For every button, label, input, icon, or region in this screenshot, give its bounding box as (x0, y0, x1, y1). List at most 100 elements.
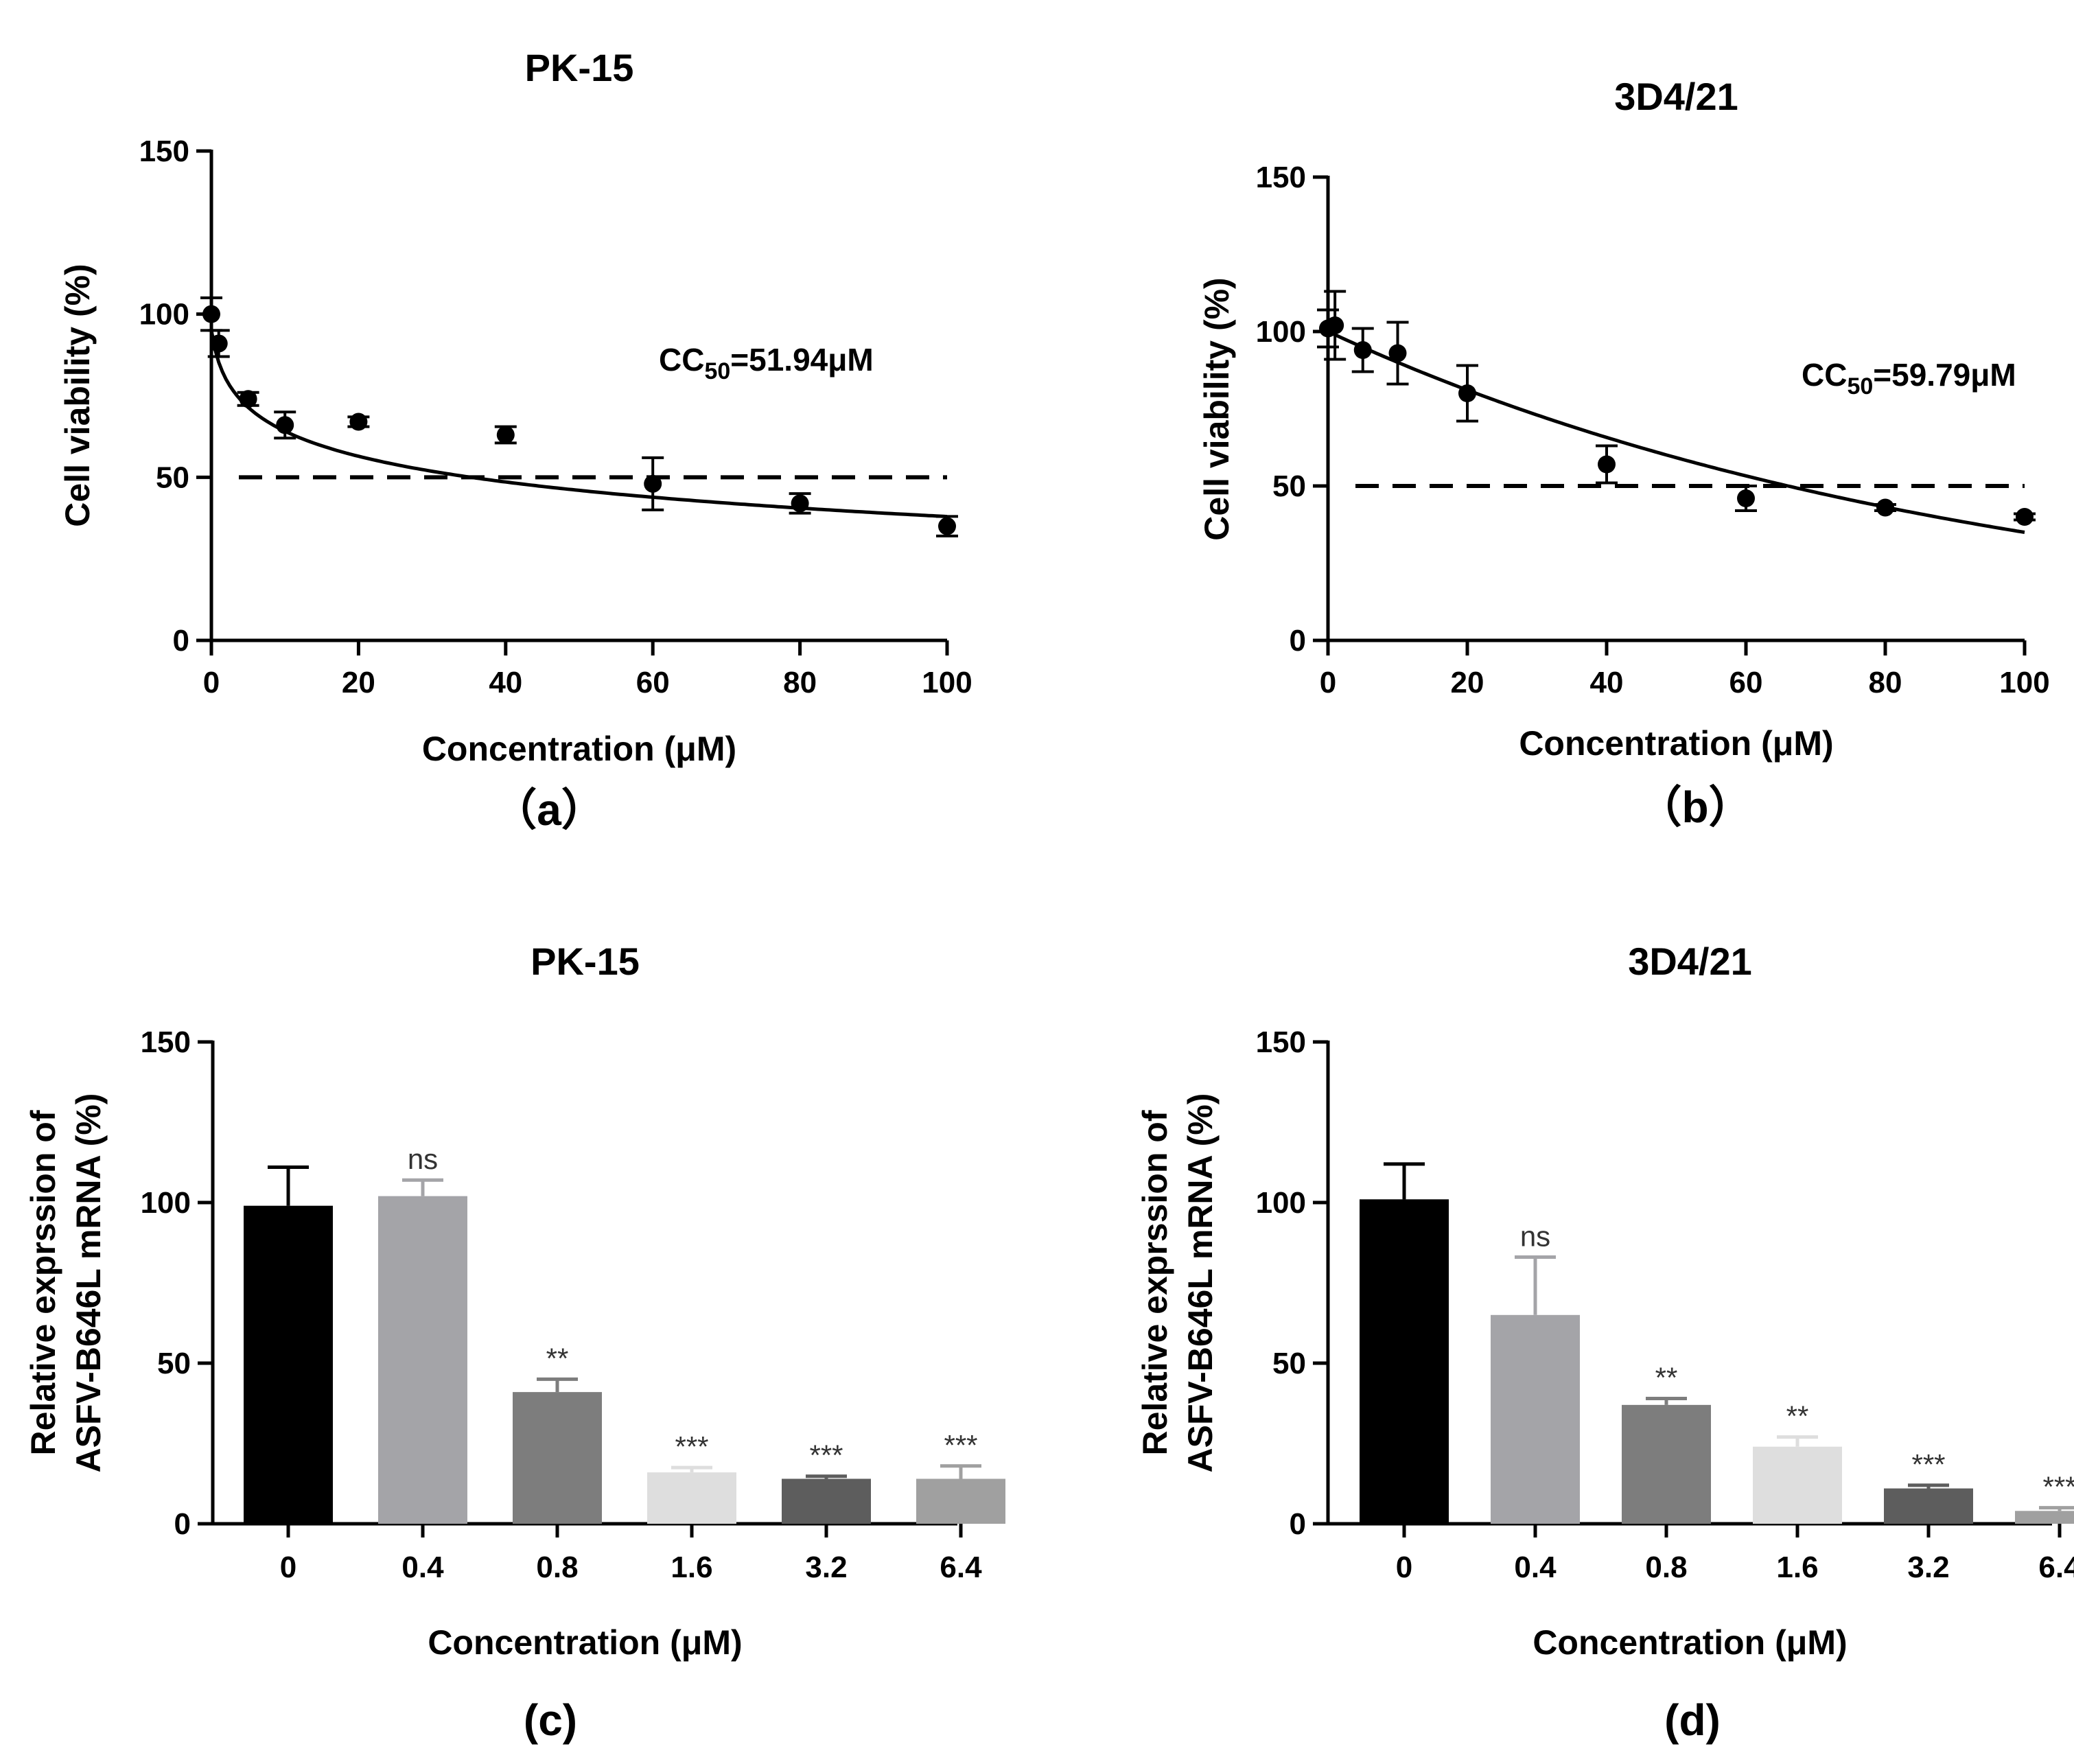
cc50-annotation: CC50=59.79μM (1802, 357, 2016, 399)
panel-c-mrna-expression-pk15: 0 50 100 150 PK-15 Concentration (μM) Relative… (24, 940, 1005, 1745)
y-tick-label: 150 (1256, 161, 1306, 194)
bar (1491, 1314, 1580, 1524)
x-tick-label: 20 (342, 666, 375, 699)
cc50-annotation-part: =59.79μM (1873, 357, 2016, 393)
bar (1622, 1404, 1711, 1524)
data-point (209, 334, 228, 353)
y-axis-label-line: Cell viability (%) (1198, 277, 1236, 540)
fit-curve (209, 329, 948, 519)
x-tick-label: 0 (1320, 666, 1336, 699)
y-tick-label: 50 (1272, 469, 1306, 503)
x-axis-label: Concentration (μM) (428, 1623, 742, 1662)
panel-d-mrna-expression-3d421: 0 50 100 150 3D4/21 Concentration (μM) Relativ… (1136, 940, 2074, 1745)
x-tick-label: 0 (203, 666, 220, 699)
x-tick-label: 40 (489, 666, 522, 699)
significance-label: ** (546, 1342, 569, 1374)
x-tick-label: 6.4 (940, 1551, 982, 1584)
x-tick-label: 1.6 (1776, 1551, 1818, 1584)
y-tick-label: 100 (141, 1186, 191, 1220)
bar (1884, 1488, 1973, 1524)
cc50-annotation-part: CC (659, 342, 704, 378)
significance-label: *** (809, 1439, 843, 1472)
significance-label: *** (675, 1430, 708, 1463)
y-tick-label: 50 (156, 461, 189, 494)
y-axis-label-line: Relative exprssion of (1136, 1110, 1174, 1455)
data-point (1388, 344, 1407, 362)
x-tick-label: 0.8 (536, 1551, 578, 1584)
bar (647, 1472, 736, 1524)
y-axis-label-line: ASFV-B646L mRNA (%) (69, 1093, 108, 1473)
x-tick-label: 0.8 (1645, 1551, 1687, 1584)
bar (378, 1196, 467, 1524)
x-tick-label: 3.2 (1907, 1551, 1949, 1584)
y-tick-label: 50 (1272, 1347, 1306, 1380)
significance-label: ** (1786, 1400, 1809, 1432)
data-point (496, 426, 515, 444)
x-tick-label: 3.2 (805, 1551, 847, 1584)
data-point (791, 494, 809, 513)
y-axis-label: Cell viability (%) (58, 264, 97, 526)
y-tick-label: 0 (174, 1507, 191, 1541)
data-point (938, 517, 956, 535)
significance-label: ns (1520, 1220, 1550, 1253)
chart-title: 3D4/21 (1628, 940, 1752, 983)
cc50-annotation: CC50=51.94μM (659, 342, 874, 384)
bar (916, 1478, 1005, 1524)
panel-label: (d) (1664, 1695, 1721, 1745)
x-tick-label: 60 (1729, 666, 1763, 699)
cc50-annotation-part: CC (1802, 357, 1847, 393)
significance-label: *** (1911, 1448, 1945, 1481)
x-tick-label: 0 (280, 1551, 296, 1584)
y-tick-label: 150 (139, 135, 189, 168)
x-tick-label: 80 (1869, 666, 1902, 699)
x-tick-label: 6.4 (2038, 1551, 2074, 1584)
significance-label: *** (2042, 1471, 2074, 1503)
y-axis-label-line: ASFV-B646L mRNA (%) (1181, 1093, 1220, 1473)
cc50-annotation-part: 50 (704, 358, 730, 384)
x-tick-label: 0.4 (401, 1551, 444, 1584)
x-tick-label: 80 (783, 666, 817, 699)
data-point (1876, 498, 1894, 517)
cc50-annotation-part: =51.94μM (730, 342, 873, 378)
y-tick-label: 0 (1290, 624, 1306, 658)
y-tick-label: 100 (1256, 315, 1306, 349)
fit-curve (1327, 329, 2025, 534)
panel-a-cell-viability-pk15: 0 50 100 150 PK-15 Concentration (μM) Cell via… (58, 46, 972, 835)
cc50-annotation-part: 50 (1847, 373, 1873, 399)
panel-label: （a） (493, 785, 605, 835)
y-axis-label-line: Relative exprssion of (24, 1110, 62, 1455)
chart-title: PK-15 (525, 46, 634, 89)
bar (1753, 1446, 1842, 1524)
bar (513, 1392, 602, 1524)
x-tick-label: 100 (922, 666, 972, 699)
y-tick-label: 100 (1256, 1186, 1306, 1220)
bar (2015, 1511, 2074, 1524)
x-tick-label: 0.4 (1514, 1551, 1557, 1584)
data-point (644, 474, 662, 493)
x-tick-label: 0 (1396, 1551, 1412, 1584)
data-point (1326, 316, 1344, 334)
y-tick-label: 150 (1256, 1025, 1306, 1059)
data-point (202, 305, 220, 323)
significance-label: *** (944, 1429, 977, 1461)
bar (1360, 1199, 1449, 1524)
panel-label: （b） (1638, 782, 1752, 832)
data-point (1737, 489, 1755, 507)
bar (782, 1478, 871, 1524)
data-point (349, 413, 368, 431)
x-axis-label: Concentration (μM) (1519, 724, 1833, 763)
data-point (276, 416, 294, 434)
data-point (239, 390, 257, 408)
bar (244, 1205, 333, 1524)
x-axis-label: Concentration (μM) (422, 730, 736, 768)
data-point (1458, 384, 1476, 402)
y-tick-label: 150 (141, 1025, 191, 1059)
y-tick-label: 0 (1290, 1507, 1306, 1541)
y-tick-label: 100 (139, 298, 189, 332)
data-point (1598, 455, 1616, 474)
x-tick-label: 40 (1590, 666, 1624, 699)
panel-b-cell-viability-3d421: 0 50 100 150 3D4/21 Concentration (μM) Cell vi… (1198, 75, 2050, 832)
y-axis-label: Cell viability (%) (1198, 277, 1236, 540)
x-tick-label: 100 (1999, 666, 2049, 699)
